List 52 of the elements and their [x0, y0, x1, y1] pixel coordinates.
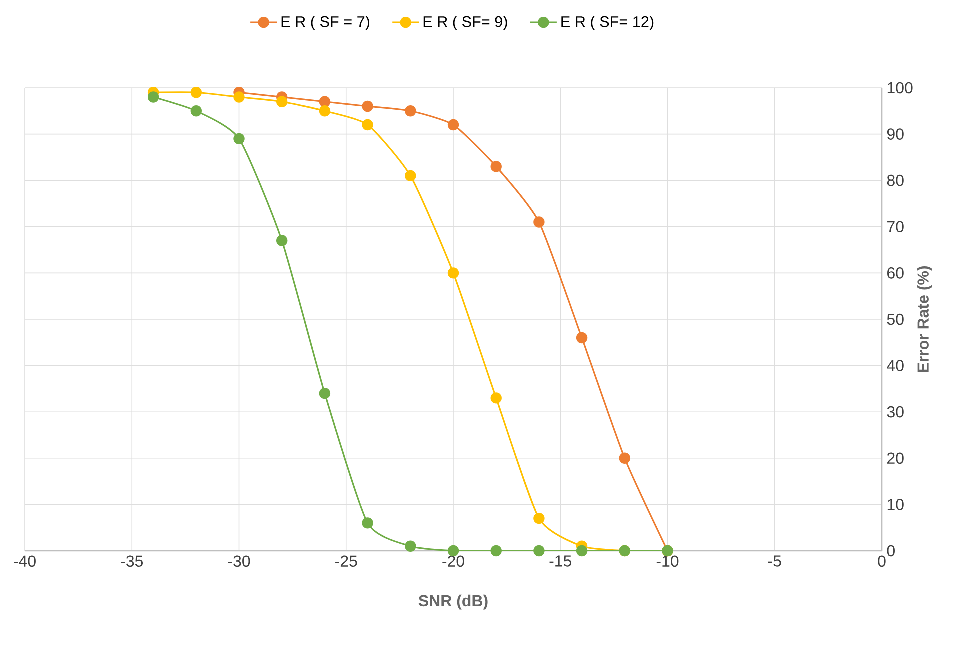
point	[319, 106, 331, 117]
y-tick-label: 10	[888, 499, 904, 510]
x-tick-label: -25	[336, 556, 358, 568]
x-tick-label: -35	[121, 556, 144, 568]
point	[362, 100, 374, 112]
point	[534, 216, 545, 228]
x-tick-label: -5	[768, 556, 782, 567]
point	[576, 332, 588, 344]
x-tick-label: -30	[228, 556, 250, 568]
point	[405, 106, 416, 117]
point	[448, 268, 460, 279]
x-tick-label: 0	[878, 556, 886, 568]
y-tick-label: 0	[887, 545, 895, 557]
point	[234, 92, 245, 103]
x-tick-label: -20	[442, 556, 464, 568]
y-tick-label: 40	[887, 360, 904, 372]
x-axis-title: SNR (dB)	[418, 594, 488, 610]
x-tick-label: -10	[656, 556, 679, 568]
point	[276, 235, 288, 246]
y-tick-label: 100	[888, 82, 913, 94]
y-tick-label: 50	[887, 314, 904, 326]
point	[490, 545, 502, 557]
legend-label: E R ( SF= 9)	[424, 16, 508, 30]
point	[362, 119, 374, 131]
point	[490, 161, 502, 172]
point	[362, 518, 374, 529]
x-tick-label: -40	[14, 556, 36, 568]
point	[234, 133, 245, 145]
point	[319, 96, 331, 108]
y-tick-label: 20	[888, 452, 904, 464]
point	[190, 87, 202, 98]
legend-label: E R ( SF= 12)	[562, 16, 654, 30]
point	[534, 512, 545, 524]
x-tick-label: -15	[550, 556, 572, 567]
point	[576, 545, 588, 557]
point	[619, 452, 630, 464]
point	[534, 545, 545, 557]
y-axis-title: Error Rate (%)	[917, 266, 932, 372]
point	[148, 92, 160, 103]
point	[319, 388, 331, 400]
point	[190, 106, 202, 117]
y-tick-label: 90	[887, 128, 904, 140]
y-tick-label: 80	[887, 174, 904, 186]
point	[405, 540, 416, 552]
point	[448, 119, 460, 131]
y-tick-label: 60	[888, 268, 904, 279]
point	[490, 392, 502, 404]
y-tick-label: 70	[888, 221, 904, 233]
legend-label: E R ( SF = 7)	[282, 16, 370, 30]
point	[276, 96, 288, 108]
point	[405, 170, 416, 182]
y-tick-label: 30	[887, 406, 904, 418]
